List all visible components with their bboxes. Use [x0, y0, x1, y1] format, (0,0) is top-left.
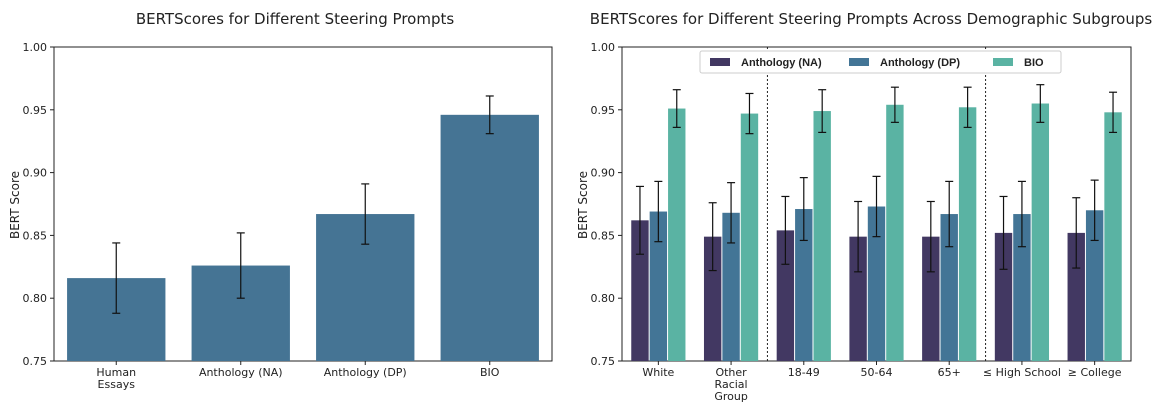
right-bar [722, 212, 740, 361]
right-xtick-label: 50-64 [861, 366, 893, 379]
right-legend-frame [699, 50, 1062, 74]
left-ytick-label: 1.00 [23, 41, 48, 54]
left-ytick-label: 0.85 [23, 229, 48, 242]
right-bar [867, 206, 886, 361]
chart-right-demographic-subgroups: BERTScores for Different Steering Prompt… [576, 10, 1152, 403]
left-plot-frame [53, 46, 553, 362]
right-xtick-label: 65+ [938, 366, 961, 379]
right-legend: Anthology (NA) Anthology (DP) BIO [699, 50, 1062, 74]
right-xtick-label: ≥ College [1068, 366, 1122, 379]
right-legend-label: BIO [1024, 57, 1044, 69]
right-ytick-label: 0.75 [591, 355, 616, 368]
right-bar [776, 230, 795, 361]
right-xtick-label: White [642, 366, 674, 379]
right-bar [631, 220, 649, 361]
right-bar [795, 209, 813, 361]
right-legend-swatch [849, 58, 869, 66]
right-bar [1104, 112, 1122, 361]
right-legend-label: Anthology (DP) [880, 57, 960, 69]
right-ytick-label: 1.00 [591, 41, 616, 54]
right-bar [813, 111, 831, 361]
right-bar [994, 232, 1013, 361]
right-legend-swatch [710, 58, 730, 66]
right-xtick-label: ≤ High School [983, 366, 1061, 379]
right-bar [886, 104, 904, 361]
chart-right-title: BERTScores for Different Steering Prompt… [590, 10, 1153, 28]
right-bar [740, 113, 759, 362]
right-bar [649, 211, 668, 361]
right-ytick-label: 0.85 [591, 229, 616, 242]
right-ytick-label: 0.95 [591, 104, 616, 117]
right-xtick-label: 18-49 [788, 366, 820, 379]
right-ytick-label: 0.80 [591, 292, 616, 305]
left-ytick-label: 0.95 [23, 104, 48, 117]
right-legend-swatch [993, 58, 1013, 66]
right-bar [1085, 210, 1104, 361]
right-ytick-label: 0.90 [591, 167, 616, 180]
right-bar [940, 214, 958, 361]
right-bar [703, 236, 722, 361]
left-xtick-label: Human Essays [96, 366, 136, 391]
left-xtick-label: Anthology (DP) [324, 366, 407, 379]
chart-left-steering-prompts: BERTScores for Different Steering Prompt… [8, 10, 553, 391]
right-bar [849, 236, 867, 361]
left-bar [440, 114, 539, 361]
chart-left-ylabel: BERT Score [8, 171, 22, 239]
left-ytick-label: 0.75 [23, 355, 48, 368]
left-xtick-label: BIO [480, 366, 500, 379]
chart-right-ylabel: BERT Score [576, 171, 590, 239]
right-legend-label: Anthology (NA) [741, 57, 822, 69]
right-bar [922, 236, 940, 361]
right-bar [1013, 214, 1031, 361]
right-bar [668, 108, 686, 361]
right-bar [1031, 103, 1050, 362]
left-xtick-label: Anthology (NA) [199, 366, 283, 379]
right-bar [1067, 232, 1085, 361]
left-ytick-label: 0.80 [23, 292, 48, 305]
chart-left-title: BERTScores for Different Steering Prompt… [136, 10, 455, 28]
right-xtick-label: Other Racial Group [714, 366, 748, 403]
left-ytick-label: 0.90 [23, 167, 48, 180]
right-bar [958, 107, 977, 362]
